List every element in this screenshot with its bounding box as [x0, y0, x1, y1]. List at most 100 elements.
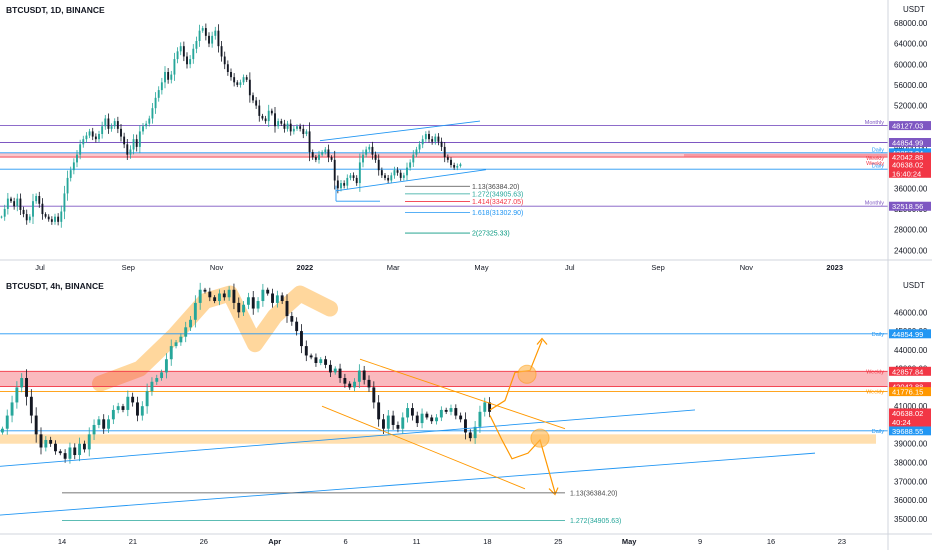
- four-hour-chart[interactable]: Daily Weekly Weekly Daily 1.13(36384.20) 1.2…: [0, 276, 932, 550]
- price-tick-label: 28000.00: [894, 226, 928, 235]
- price-tag-bg: [889, 329, 931, 339]
- candle-body: [311, 152, 314, 158]
- candle-body: [299, 126, 302, 129]
- candle-body: [434, 136, 437, 142]
- time-tick-label: Sep: [122, 263, 135, 272]
- candle-body: [473, 426, 477, 439]
- candle-body: [277, 121, 280, 127]
- four-hour-chart-pane[interactable]: Daily Weekly Weekly Daily 1.13(36384.20) 1.2…: [0, 276, 932, 550]
- candle-body: [49, 439, 53, 444]
- price-tag-label: 48127.03: [892, 122, 923, 131]
- price-tick-label: 35000.00: [894, 515, 928, 524]
- price-tick-label: 36000.00: [894, 496, 928, 505]
- candle-body: [402, 175, 405, 178]
- candle-body: [107, 118, 110, 129]
- candle-body: [292, 128, 295, 132]
- fib-label: 1.272(34905.63): [570, 518, 621, 525]
- candle-body: [362, 154, 364, 163]
- price-tag-bg: [889, 382, 931, 392]
- candle-body: [38, 196, 41, 204]
- candle-body: [333, 368, 337, 373]
- price-tick-label: 38000.00: [894, 459, 928, 468]
- candle-body: [368, 146, 371, 150]
- trendline-lower: [0, 452, 816, 516]
- candle-body: [380, 170, 383, 176]
- bottom-price-axis: USDT46000.0045000.0044000.0043000.004200…: [887, 276, 931, 550]
- candle-body: [189, 59, 192, 65]
- candle-body: [169, 346, 173, 360]
- price-tag-label: 44854.99: [892, 138, 923, 147]
- candle-body: [343, 378, 347, 384]
- price-tick-label: 64000.00: [894, 40, 928, 49]
- candle-body: [340, 183, 342, 189]
- candle-body: [32, 201, 34, 217]
- daily-chart-pane[interactable]: Monthly Daily Daily Monthly Weekly Weekly 1.1…: [0, 0, 932, 276]
- candle-body: [160, 372, 164, 379]
- candle-body: [111, 409, 115, 420]
- time-tick-label: 26: [200, 537, 208, 546]
- time-tick-label: Jul: [35, 263, 45, 272]
- candle-body: [15, 387, 19, 403]
- candle-body: [387, 177, 390, 181]
- level-side-label: Monthly: [865, 120, 885, 126]
- time-tick-label: 6: [344, 537, 348, 546]
- candle-body: [261, 289, 265, 302]
- candle-body: [101, 126, 104, 134]
- candle-body: [365, 149, 368, 155]
- candle-body: [28, 216, 31, 221]
- candle-body: [321, 152, 324, 155]
- candle-body: [324, 149, 327, 153]
- candle-body: [135, 139, 138, 147]
- bottom-drawings: [0, 337, 816, 516]
- candle-body: [192, 48, 195, 60]
- price-tick-label: 37000.00: [894, 477, 928, 486]
- candle-body: [478, 411, 482, 427]
- price-tag-label: 40638.02: [892, 160, 923, 169]
- candle-body: [443, 146, 446, 158]
- candle-body: [218, 293, 221, 302]
- candle-body: [73, 447, 77, 456]
- time-tick-label: Apr: [268, 537, 281, 546]
- price-tag-bg: [889, 408, 931, 427]
- price-tag-label: 42857.84: [892, 367, 923, 376]
- candle-body: [336, 180, 339, 189]
- candle-body: [69, 170, 72, 178]
- candle-body: [488, 402, 492, 412]
- price-tick-label: 60000.00: [894, 60, 928, 69]
- price-tag-label: 32518.56: [892, 202, 923, 211]
- fib-label: 1.414(33427.05): [472, 199, 523, 206]
- bullish-scenario-arrow: [489, 340, 543, 411]
- candle-body: [245, 77, 248, 80]
- candle-body: [150, 381, 154, 392]
- time-tick-label: Nov: [210, 263, 224, 272]
- candle-body: [399, 172, 402, 178]
- candle-body: [154, 97, 157, 109]
- bearish-arrowhead: [548, 487, 559, 496]
- top-drawings: [319, 120, 487, 202]
- candle-body: [348, 383, 352, 388]
- candle-body: [456, 166, 459, 168]
- candle-body: [483, 402, 487, 412]
- countdown-label: 40:24: [892, 418, 911, 427]
- candle-body: [91, 131, 94, 137]
- candle-body: [290, 316, 294, 322]
- candle-body: [173, 59, 176, 75]
- candle-body: [314, 157, 317, 160]
- bearish-target-circle: [530, 428, 550, 448]
- candle-body: [248, 79, 251, 96]
- candle-body: [304, 346, 308, 356]
- candle-body: [25, 214, 28, 221]
- bullish-arrowhead: [536, 337, 548, 345]
- candle-body: [16, 198, 19, 207]
- candle-body: [424, 134, 427, 140]
- candle-body: [358, 162, 361, 184]
- top-candles: [0, 23, 462, 228]
- candle-body: [110, 126, 113, 129]
- candle-body: [136, 402, 139, 416]
- candle-body: [415, 149, 418, 155]
- weekly-side-label: Weekly: [866, 161, 884, 167]
- price-tag-label: 42042.88: [892, 153, 923, 162]
- candle-body: [164, 72, 166, 83]
- candle-body: [78, 443, 82, 456]
